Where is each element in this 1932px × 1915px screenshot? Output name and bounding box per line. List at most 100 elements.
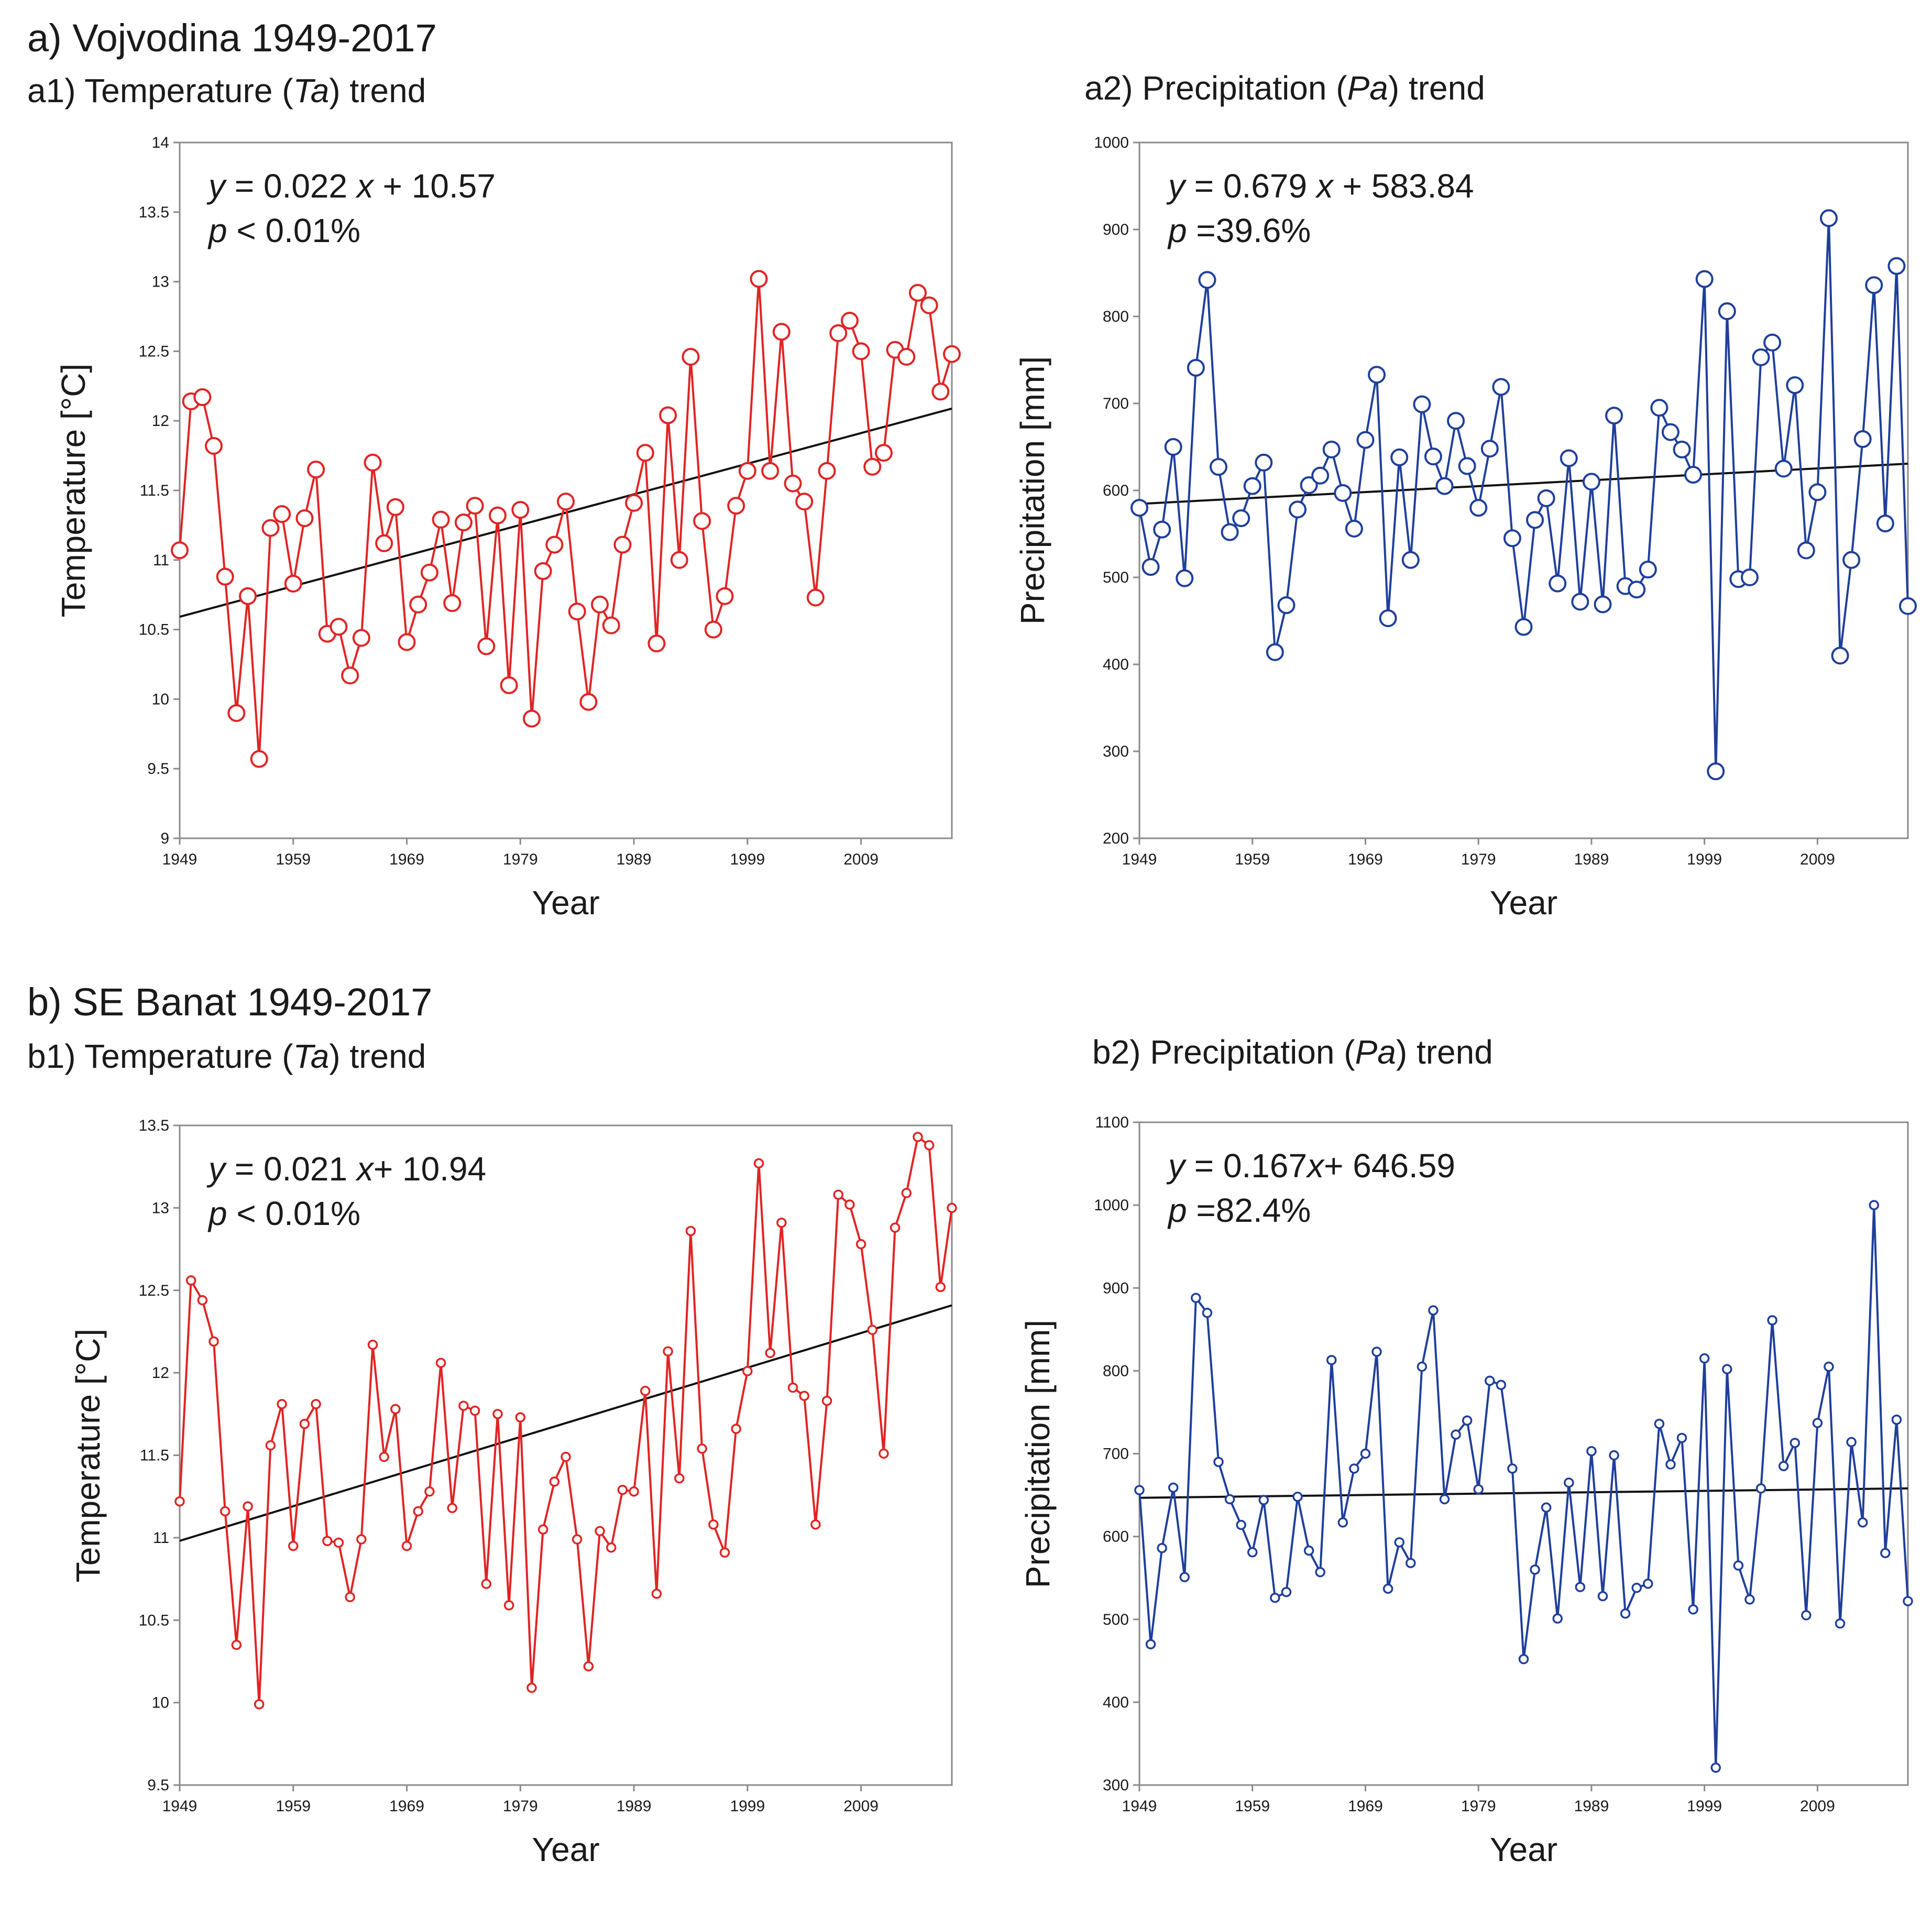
data-point [795,493,814,511]
data-point [481,1579,492,1589]
y-tick-label: 11 [153,552,169,569]
data-point [1755,1483,1766,1494]
x-tick-label: 1959 [1235,851,1270,868]
data-point [1869,1200,1880,1210]
p-value: p < 0.01% [207,1195,360,1232]
data-point [447,1503,457,1513]
data-point [379,1451,389,1462]
data-point [1473,1484,1484,1495]
data-point [1153,520,1171,539]
trend-line [179,407,952,618]
data-point [561,1451,571,1462]
data-point [670,551,688,569]
x-tick-label: 1979 [503,1798,538,1815]
x-tick-label: 1979 [1461,851,1496,868]
data-point [367,1339,378,1350]
data-point [522,709,541,728]
data-point [704,620,722,639]
data-point [341,666,359,685]
data-point [1903,1596,1913,1606]
data-point [568,603,586,621]
data-point [511,501,530,519]
y-tick-label: 10 [152,1694,169,1712]
data-point [1243,477,1261,495]
data-point [1710,1763,1721,1773]
data-point [1549,574,1567,593]
data-point [1413,395,1431,413]
data-point [731,1424,741,1434]
y-tick-label: 500 [1103,1611,1129,1628]
data-point [1417,1361,1428,1372]
data-point [277,1399,287,1409]
y-tick-label: 900 [1103,221,1129,238]
data-point [1322,440,1341,458]
data-point [647,634,666,653]
data-point [1507,1463,1518,1474]
data-point [855,1239,866,1250]
data-point [205,437,223,455]
data-point [330,618,348,636]
data-point [1168,1482,1179,1493]
y-axis-label: Temperature [°C] [54,364,92,617]
data-point [1198,271,1216,289]
data-point [1722,1364,1732,1374]
x-tick-label: 1989 [617,851,652,868]
y-tick-label: 14 [152,134,169,151]
data-point [640,1385,651,1396]
data-point [659,406,677,424]
data-point [1349,1463,1359,1474]
title-part: Pa [1347,69,1388,107]
data-point [1699,1353,1710,1364]
data-point [1281,1586,1292,1597]
data-point [1880,1548,1891,1558]
title-part: a1) Temperature ( [27,72,293,110]
x-tick-label: 1959 [276,851,311,868]
data-point [750,270,768,288]
p-value: p < 0.01% [207,212,360,249]
data-point [1767,1315,1777,1326]
data-point [1797,541,1815,560]
x-tick-label: 1989 [617,1798,652,1815]
title-part: b2) Precipitation ( [1092,1033,1355,1071]
data-point [1744,1594,1755,1605]
y-tick-label: 11 [153,1529,169,1547]
data-point [1337,1517,1348,1528]
data-point [1394,1537,1404,1548]
y-tick-label: 12.5 [139,1282,169,1299]
data-point [772,323,791,341]
data-point [920,296,938,314]
data-point [1786,376,1804,395]
data-point [1628,581,1646,599]
data-point [663,1346,673,1356]
data-point [1134,1485,1145,1495]
data-point [742,1366,753,1376]
data-point [515,1412,526,1422]
data-point [1187,358,1205,377]
data-point [1255,453,1273,472]
title-part: ) trend [329,1037,426,1075]
data-point [1496,1380,1507,1391]
data-point [1270,1592,1280,1603]
x-tick-label: 1979 [1461,1798,1496,1815]
data-point [171,541,189,560]
data-point [413,1506,423,1517]
data-point [1605,407,1623,425]
data-point [1224,1494,1235,1505]
title-part: a2) Precipitation ( [1084,69,1347,107]
data-point [1221,523,1239,541]
data-point [1552,1613,1563,1624]
data-point [821,1395,832,1406]
x-tick-label: 1979 [503,851,538,868]
data-point [943,345,961,363]
data-point [753,1158,764,1169]
data-point [1503,529,1521,548]
p-value: p =39.6% [1167,212,1311,249]
data-point [1790,1438,1801,1448]
data-point [458,1400,469,1411]
data-point [1740,568,1759,586]
y-tick-label: 11.5 [140,1447,169,1464]
data-point [432,510,450,529]
data-point [1514,618,1533,636]
data-point [1594,595,1612,614]
title-part: b1) Temperature ( [27,1037,293,1075]
